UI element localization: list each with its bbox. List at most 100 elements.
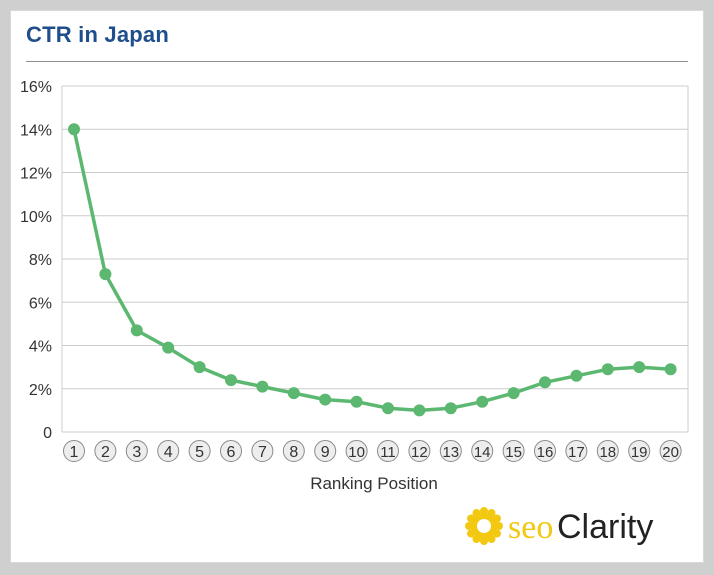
data-point	[256, 380, 269, 393]
x-tick: 14	[471, 440, 494, 462]
x-tick-badge	[63, 440, 85, 462]
x-tick: 16	[534, 440, 556, 462]
x-tick: 17	[565, 440, 588, 462]
data-point	[633, 361, 646, 374]
x-tick-badge	[157, 440, 180, 462]
series-line	[72, 127, 673, 413]
x-tick: 7	[251, 440, 274, 462]
y-tick-label: 8%	[29, 252, 52, 269]
x-tick: 1	[63, 440, 85, 462]
sun-burst-icon	[465, 507, 503, 545]
data-point	[287, 387, 300, 400]
data-point	[68, 123, 80, 136]
x-tick: 13	[439, 440, 462, 462]
x-tick: 3	[125, 440, 148, 462]
x-tick-badge	[502, 440, 525, 462]
x-tick-label: 9	[321, 444, 330, 461]
y-tick-label: 14%	[20, 122, 52, 139]
x-tick: 20	[659, 440, 682, 462]
x-axis-label: Ranking Position	[310, 474, 438, 493]
x-tick-badge	[345, 440, 368, 462]
data-point	[570, 369, 583, 382]
x-tick-label: 7	[258, 444, 267, 461]
x-tick-badge	[251, 440, 274, 462]
x-tick-badge	[314, 440, 337, 462]
x-tick-label: 15	[505, 444, 522, 461]
x-tick: 2	[94, 440, 117, 462]
x-tick-badge	[188, 440, 211, 462]
x-tick-badge	[565, 440, 588, 462]
x-tick-badge	[94, 440, 117, 462]
x-tick: 9	[314, 440, 337, 462]
data-point	[413, 404, 426, 417]
y-tick-label: 4%	[29, 339, 52, 356]
series-ctr	[68, 123, 677, 417]
x-tick-label: 17	[568, 444, 585, 461]
x-tick-label: 19	[631, 444, 648, 461]
x-tick-badge	[220, 440, 242, 462]
x-tick: 8	[282, 440, 305, 462]
x-tick-badge	[439, 440, 462, 462]
data-point	[476, 395, 489, 408]
x-tick: 18	[596, 440, 619, 462]
data-point	[319, 393, 332, 406]
x-tick-label: 8	[289, 444, 298, 461]
x-tick-label: 16	[537, 444, 554, 461]
y-axis-ticks: 0 2% 4% 6% 8% 10% 12% 14% 16%	[20, 79, 52, 442]
seoclarity-logo: seo Clarity	[465, 507, 653, 546]
x-tick-label: 6	[227, 444, 236, 461]
data-point	[130, 324, 143, 337]
sun-ray	[480, 507, 488, 515]
x-tick: 6	[220, 440, 242, 462]
x-tick-badge	[282, 440, 305, 462]
data-point	[382, 402, 394, 415]
title-divider	[26, 61, 688, 62]
sun-ray	[495, 522, 503, 530]
x-tick-label: 20	[662, 444, 679, 461]
y-tick-label: 2%	[29, 382, 52, 399]
y-tick-label: 10%	[20, 209, 52, 226]
x-tick-badge	[471, 440, 494, 462]
data-point	[225, 374, 237, 387]
data-point	[601, 363, 614, 376]
x-tick-label: 1	[70, 444, 79, 461]
chart-card	[10, 10, 704, 563]
y-tick-label: 12%	[20, 166, 52, 183]
x-tick-label: 14	[474, 444, 491, 461]
x-tick-label: 3	[132, 444, 141, 461]
sun-ray	[465, 522, 473, 530]
x-tick-badge	[628, 440, 651, 462]
x-axis-ticks: 1 2 3 4 5 6 7 8 9 10 11 12 13 14 15 16 17 18 19 20	[63, 440, 682, 462]
x-tick: 12	[408, 440, 431, 462]
x-tick: 10	[345, 440, 368, 462]
data-point	[162, 341, 175, 354]
logo-suffix: Clarity	[557, 508, 653, 546]
x-tick-badge	[377, 440, 399, 462]
x-tick-badge	[125, 440, 148, 462]
x-tick-label: 5	[195, 444, 204, 461]
gridlines	[61, 85, 689, 433]
x-tick: 11	[377, 440, 399, 462]
x-tick-label: 12	[411, 444, 428, 461]
x-tick-label: 18	[599, 444, 616, 461]
x-tick-label: 10	[348, 444, 365, 461]
x-tick-label: 13	[442, 444, 459, 461]
x-tick: 5	[188, 440, 211, 462]
sun-ray	[480, 537, 488, 545]
data-point	[193, 361, 206, 374]
logo-prefix: seo	[508, 509, 553, 546]
y-tick-label: 16%	[20, 79, 52, 96]
chart-title: CTR in Japan	[26, 22, 169, 47]
data-point	[350, 395, 363, 408]
data-point	[507, 387, 520, 400]
x-tick-badge	[659, 440, 682, 462]
data-point	[664, 363, 677, 376]
x-tick-label: 2	[101, 444, 110, 461]
x-tick: 4	[157, 440, 180, 462]
x-tick-label: 11	[380, 444, 396, 461]
y-tick-label: 0	[43, 425, 52, 442]
x-tick-badge	[408, 440, 431, 462]
x-tick-badge	[596, 440, 619, 462]
x-tick-label: 4	[164, 444, 173, 461]
